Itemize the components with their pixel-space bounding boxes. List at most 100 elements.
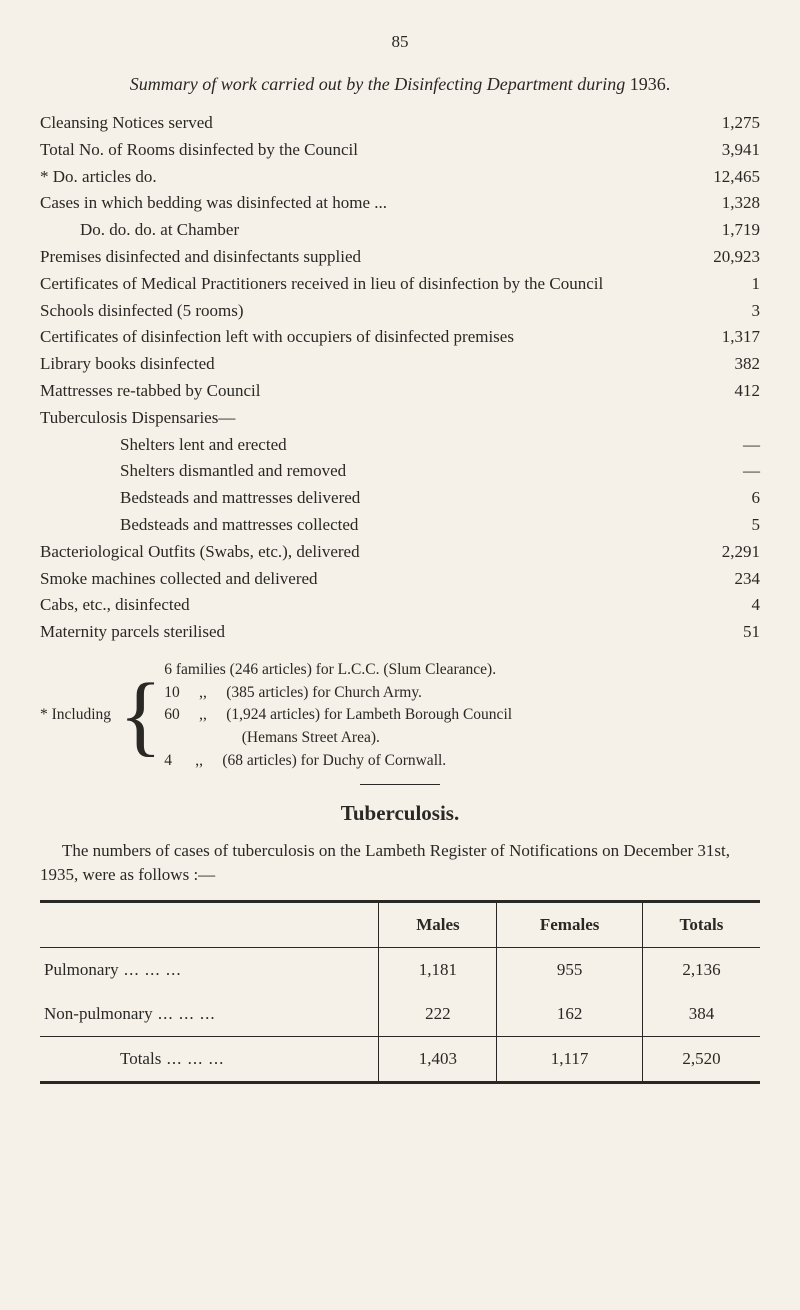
item-label: Schools disinfected (5 rooms) bbox=[40, 299, 690, 323]
item-value: 382 bbox=[690, 352, 760, 376]
summary-list: Cleansing Notices served1,275Total No. o… bbox=[40, 111, 760, 644]
list-item: Shelters lent and erected— bbox=[40, 433, 760, 457]
item-value: — bbox=[690, 459, 760, 483]
item-value: 20,923 bbox=[690, 245, 760, 269]
list-item: Bedsteads and mattresses delivered6 bbox=[40, 486, 760, 510]
table-cell: 384 bbox=[642, 992, 760, 1036]
item-label: Maternity parcels sterilised bbox=[40, 620, 690, 644]
table-cell: 162 bbox=[497, 992, 643, 1036]
dots-icon bbox=[119, 960, 182, 979]
list-item: Shelters dismantled and removed— bbox=[40, 459, 760, 483]
item-label: Bedsteads and mattresses delivered bbox=[40, 486, 690, 510]
list-item: Premises disinfected and disinfectants s… bbox=[40, 245, 760, 269]
table-header-males: Males bbox=[379, 902, 497, 948]
intro-paragraph: The numbers of cases of tuberculosis on … bbox=[40, 839, 760, 887]
item-value: 412 bbox=[690, 379, 760, 403]
list-item: Library books disinfected382 bbox=[40, 352, 760, 376]
item-label: Cases in which bedding was disinfected a… bbox=[40, 191, 690, 215]
list-item: Tuberculosis Dispensaries— bbox=[40, 406, 760, 430]
list-item: Certificates of Medical Practitioners re… bbox=[40, 272, 760, 296]
item-value: 51 bbox=[690, 620, 760, 644]
item-label: Bacteriological Outfits (Swabs, etc.), d… bbox=[40, 540, 690, 564]
footnote-block: * Including { 6 families (246 articles) … bbox=[40, 658, 760, 772]
item-label: Library books disinfected bbox=[40, 352, 690, 376]
list-item: Cases in which bedding was disinfected a… bbox=[40, 191, 760, 215]
table-cell: 1,181 bbox=[379, 948, 497, 992]
item-value: 3 bbox=[690, 299, 760, 323]
list-item: Certificates of disinfection left with o… bbox=[40, 325, 760, 349]
table-cell: 1,117 bbox=[497, 1036, 643, 1082]
item-value: 1,719 bbox=[690, 218, 760, 242]
cell-text: Totals bbox=[120, 1049, 161, 1068]
item-value: 12,465 bbox=[690, 165, 760, 189]
item-value: 5 bbox=[690, 513, 760, 537]
table-row: Non-pulmonary 222 162 384 bbox=[40, 992, 760, 1036]
item-label: Do. do. do. at Chamber bbox=[40, 218, 690, 242]
footnote-line: 60 ,, (1,924 articles) for Lambeth Borou… bbox=[164, 704, 512, 726]
table-cell-label: Pulmonary bbox=[40, 948, 379, 992]
table-header-totals: Totals bbox=[642, 902, 760, 948]
footnote-line: (Hemans Street Area). bbox=[164, 727, 512, 749]
footnote-label: * Including bbox=[40, 704, 119, 726]
list-item: Do. do. do. at Chamber1,719 bbox=[40, 218, 760, 242]
table-cell-label: Non-pulmonary bbox=[40, 992, 379, 1036]
table-totals-row: Totals 1,403 1,117 2,520 bbox=[40, 1036, 760, 1082]
item-value: 1 bbox=[690, 272, 760, 296]
footnote-line: 10 ,, (385 articles) for Church Army. bbox=[164, 682, 512, 704]
table-cell: 955 bbox=[497, 948, 643, 992]
list-item: Schools disinfected (5 rooms)3 bbox=[40, 299, 760, 323]
item-label: Cleansing Notices served bbox=[40, 111, 690, 135]
separator-rule bbox=[360, 784, 440, 785]
list-item: Cleansing Notices served1,275 bbox=[40, 111, 760, 135]
item-label: Mattresses re-tabbed by Council bbox=[40, 379, 690, 403]
item-label: Shelters lent and erected bbox=[40, 433, 690, 457]
list-item: Total No. of Rooms disinfected by the Co… bbox=[40, 138, 760, 162]
footnote-line: 6 families (246 articles) for L.C.C. (Sl… bbox=[164, 659, 512, 681]
item-value: 2,291 bbox=[690, 540, 760, 564]
table-cell: 2,136 bbox=[642, 948, 760, 992]
item-label: Cabs, etc., disinfected bbox=[40, 593, 690, 617]
item-value: 4 bbox=[690, 593, 760, 617]
footnote-lines: 6 families (246 articles) for L.C.C. (Sl… bbox=[164, 658, 512, 772]
item-value: 3,941 bbox=[690, 138, 760, 162]
item-value: 6 bbox=[690, 486, 760, 510]
table-cell: 2,520 bbox=[642, 1036, 760, 1082]
table-header-females: Females bbox=[497, 902, 643, 948]
item-label: Bedsteads and mattresses collected bbox=[40, 513, 690, 537]
item-value: 1,328 bbox=[690, 191, 760, 215]
item-label: Smoke machines collected and delivered bbox=[40, 567, 690, 591]
item-label: Total No. of Rooms disinfected by the Co… bbox=[40, 138, 690, 162]
list-item: Cabs, etc., disinfected4 bbox=[40, 593, 760, 617]
list-item: Maternity parcels sterilised51 bbox=[40, 620, 760, 644]
dots-icon bbox=[161, 1049, 224, 1068]
item-label: Premises disinfected and disinfectants s… bbox=[40, 245, 690, 269]
item-value: — bbox=[690, 433, 760, 457]
item-label: Shelters dismantled and removed bbox=[40, 459, 690, 483]
title-italic: Summary of work carried out by the Disin… bbox=[130, 74, 630, 94]
list-item: Mattresses re-tabbed by Council412 bbox=[40, 379, 760, 403]
table-header-blank bbox=[40, 902, 379, 948]
tb-table: Males Females Totals Pulmonary 1,181 955… bbox=[40, 900, 760, 1083]
list-item: * Do. articles do.12,465 bbox=[40, 165, 760, 189]
cell-text: Non-pulmonary bbox=[44, 1004, 153, 1023]
dots-icon bbox=[153, 1004, 216, 1023]
item-label: Certificates of Medical Practitioners re… bbox=[40, 272, 690, 296]
document-title: Summary of work carried out by the Disin… bbox=[40, 72, 760, 97]
table-header-row: Males Females Totals bbox=[40, 902, 760, 948]
item-value: 1,275 bbox=[690, 111, 760, 135]
item-value: 1,317 bbox=[690, 325, 760, 349]
footnote-line: 4 ,, (68 articles) for Duchy of Cornwall… bbox=[164, 750, 512, 772]
title-year: 1936. bbox=[630, 74, 671, 94]
table-cell-label: Totals bbox=[40, 1036, 379, 1082]
table-cell: 222 bbox=[379, 992, 497, 1036]
item-label: * Do. articles do. bbox=[40, 165, 690, 189]
item-label: Certificates of disinfection left with o… bbox=[40, 325, 690, 349]
section-heading: Tuberculosis. bbox=[40, 799, 760, 828]
list-item: Bedsteads and mattresses collected5 bbox=[40, 513, 760, 537]
table-cell: 1,403 bbox=[379, 1036, 497, 1082]
page-number: 85 bbox=[40, 30, 760, 54]
list-item: Bacteriological Outfits (Swabs, etc.), d… bbox=[40, 540, 760, 564]
item-value: 234 bbox=[690, 567, 760, 591]
table-row: Pulmonary 1,181 955 2,136 bbox=[40, 948, 760, 992]
item-label: Tuberculosis Dispensaries— bbox=[40, 406, 690, 430]
